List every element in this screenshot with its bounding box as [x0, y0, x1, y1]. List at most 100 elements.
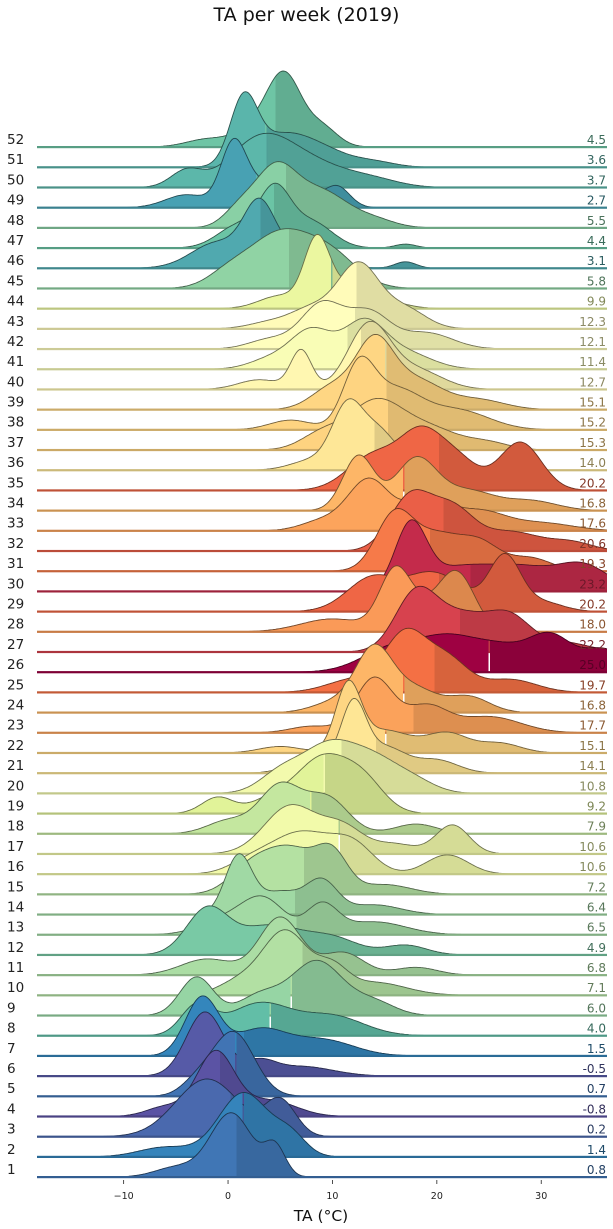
week-label: 8 [7, 1021, 16, 1037]
ridge-baseline [37, 469, 607, 472]
mean-label: 6.0 [587, 1001, 606, 1015]
ridge-week-13 [37, 895, 607, 936]
ridge-baseline [37, 691, 607, 694]
ridge-area-above-mean [236, 1114, 607, 1177]
ridge-area-below-mean [37, 1079, 231, 1137]
mean-label: 10.8 [579, 779, 606, 793]
ridge-area-above-mean [404, 456, 607, 511]
ridge-baseline [37, 731, 607, 734]
ridge-area-below-mean [37, 228, 289, 289]
week-label: 36 [7, 455, 24, 471]
week-label: 25 [7, 677, 24, 693]
ridge-area-above-mean [340, 820, 607, 854]
mean-label: 12.3 [579, 315, 606, 329]
ridge-week-52 [37, 70, 607, 149]
ridge-outline [37, 1049, 607, 1117]
mean-label: 12.1 [579, 335, 606, 349]
week-label: 41 [7, 354, 24, 370]
ridge-area-above-mean [361, 321, 607, 390]
ridge-baseline [37, 650, 607, 654]
week-label: 50 [7, 172, 24, 188]
mean-label: 15.1 [579, 739, 606, 753]
mean-label: 0.8 [587, 1163, 606, 1177]
ridge-baseline [37, 590, 607, 593]
x-axis-label: TA (°C) [293, 1207, 348, 1225]
ridge-area-below-mean [37, 326, 348, 370]
mean-label: 20.2 [579, 598, 606, 612]
ridge-area-below-mean [37, 1011, 223, 1077]
mean-label: 19.7 [579, 678, 606, 692]
mean-label: 6.8 [587, 961, 606, 975]
ridge-area-above-mean [388, 381, 607, 430]
ridge-area-above-mean [286, 163, 607, 228]
week-label: 10 [7, 980, 24, 996]
ridge-area-below-mean [37, 905, 279, 955]
week-label: 44 [7, 294, 24, 310]
week-label: 28 [7, 617, 24, 633]
ridge-area-below-mean [37, 234, 331, 309]
mean-label: 0.2 [587, 1123, 606, 1137]
mean-label: 20.2 [579, 476, 606, 490]
ridges-layer [37, 70, 608, 1179]
ridge-area-above-mean [490, 632, 607, 673]
ridge-area-below-mean [37, 976, 291, 1016]
mean-label: 25.0 [579, 658, 606, 672]
week-label: 38 [7, 415, 24, 431]
ridge-area-below-mean [37, 845, 304, 895]
mean-label: 7.9 [587, 820, 606, 834]
mean-label: 10.6 [579, 840, 606, 854]
ridge-area-above-mean [271, 1003, 607, 1036]
mean-label: 0.7 [587, 1082, 606, 1096]
week-labels: 52 4.551 3.650 3.749 2.748 5.547 4.446 3.145 5.8… [7, 132, 606, 1178]
week-label: 5 [7, 1081, 16, 1097]
week-label: 21 [7, 758, 24, 774]
ridge-area-above-mean [275, 71, 607, 147]
mean-label: 15.3 [579, 436, 606, 450]
ridge-area-above-mean [356, 261, 607, 329]
x-tick-label: 10 [326, 1191, 338, 1202]
week-label: 45 [7, 273, 24, 289]
ridge-area-above-mean [404, 675, 607, 713]
ridge-area-below-mean [37, 739, 342, 794]
x-tick-label: 0 [225, 1191, 231, 1202]
week-label: 46 [7, 253, 24, 269]
ridge-area-above-mean [386, 341, 607, 410]
ridge-baseline [37, 1095, 607, 1098]
x-tick-label: 30 [535, 1191, 547, 1202]
ridge-area-above-mean [295, 878, 607, 915]
ridge-area-below-mean [37, 198, 261, 269]
ridge-baseline [37, 368, 607, 371]
week-label: 14 [7, 899, 24, 915]
mean-label: 14.0 [579, 456, 606, 470]
mean-label: 12.7 [579, 375, 606, 389]
week-label: 35 [7, 475, 24, 491]
mean-label: 16.8 [579, 497, 606, 511]
week-label: 4 [7, 1101, 16, 1117]
ridge-baseline [37, 489, 607, 492]
ridge-baseline [37, 711, 607, 714]
ridge-area-above-mean [430, 528, 607, 572]
week-label: 16 [7, 859, 24, 875]
week-label: 3 [7, 1122, 16, 1138]
week-label: 1 [7, 1162, 16, 1178]
ridge-baseline [37, 671, 607, 674]
ridge-area-below-mean [37, 565, 417, 632]
ridge-area-above-mean [296, 901, 607, 935]
ridge-baseline [37, 1155, 607, 1159]
ridge-week-4 [37, 1049, 607, 1118]
week-label: 30 [7, 576, 24, 592]
week-label: 40 [7, 374, 24, 390]
mean-label: 14.1 [579, 759, 606, 773]
ridge-baseline [37, 630, 607, 633]
ridge-baseline [37, 1054, 607, 1058]
week-label: 32 [7, 536, 24, 552]
week-label: 31 [7, 556, 24, 572]
ridge-area-below-mean [37, 571, 439, 612]
ridge-area-below-mean [37, 804, 339, 854]
ridge-area-below-mean [37, 138, 256, 208]
mean-label: 2.7 [587, 194, 606, 208]
ridge-week-2 [37, 1092, 607, 1159]
week-label: 52 [7, 132, 24, 148]
mean-label: 1.5 [587, 1042, 606, 1056]
